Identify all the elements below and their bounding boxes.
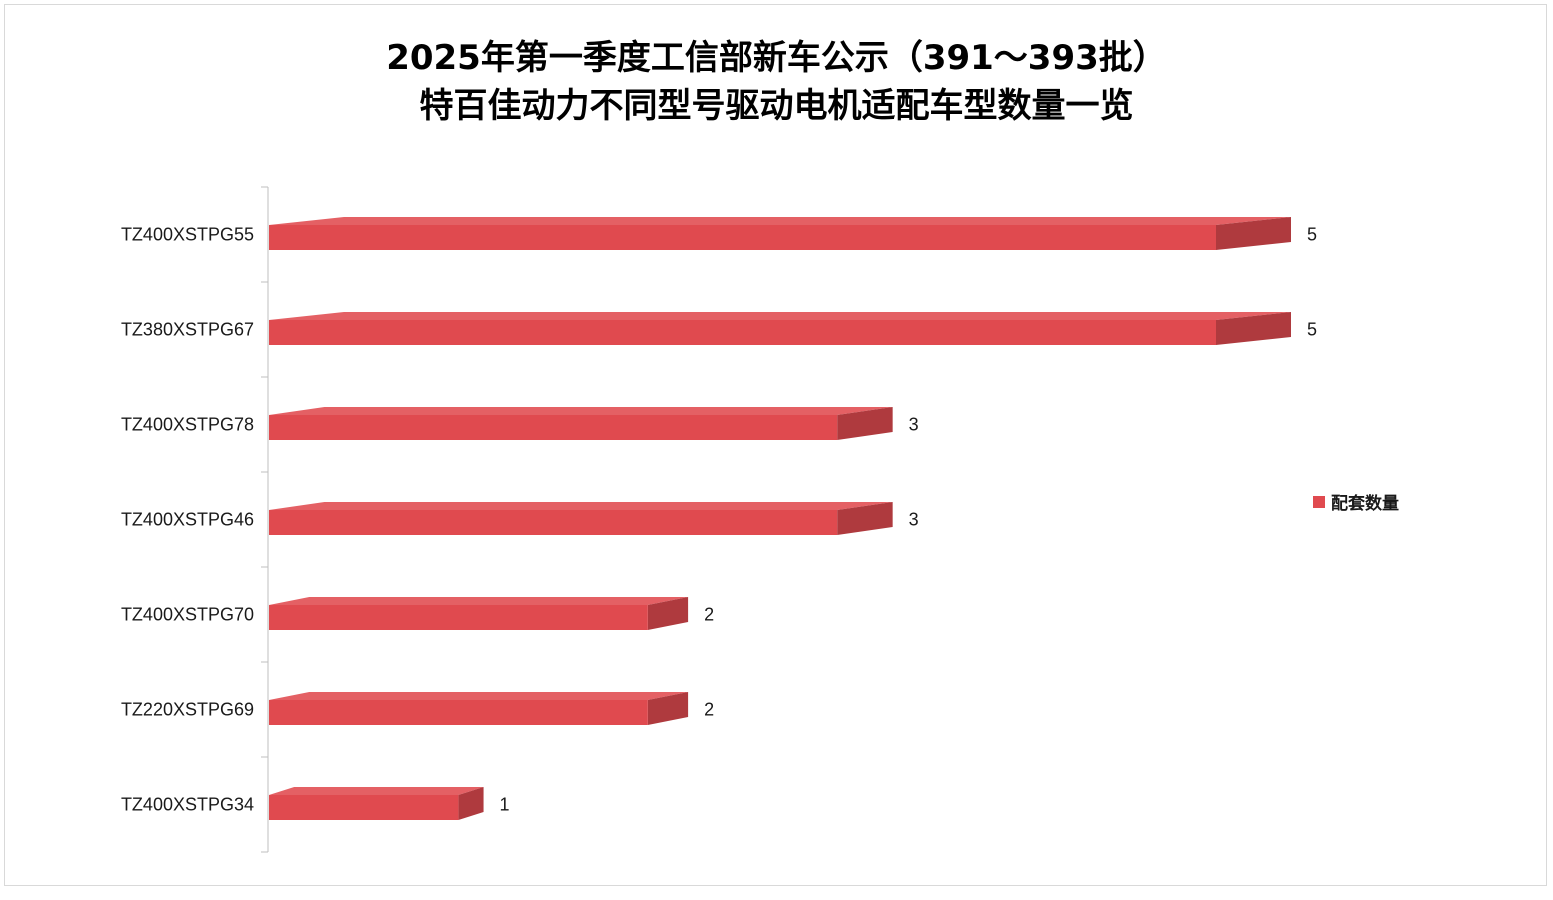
chart-title: 2025年第一季度工信部新车公示（391～393批） bbox=[386, 38, 1167, 78]
bar bbox=[269, 415, 838, 440]
chart-subtitle: 特百佳动力不同型号驱动电机适配车型数量一览 bbox=[419, 86, 1134, 126]
category-label: TZ400XSTPG34 bbox=[121, 795, 254, 815]
bar-side-face bbox=[647, 692, 689, 725]
category-label: TZ400XSTPG46 bbox=[121, 510, 254, 530]
bar-side-face bbox=[458, 787, 484, 820]
bar bbox=[269, 700, 648, 725]
bar-top-face bbox=[269, 502, 893, 510]
bar bbox=[269, 320, 1216, 345]
bar-top-face bbox=[269, 597, 689, 605]
data-label: 2 bbox=[704, 700, 714, 720]
legend-swatch bbox=[1313, 495, 1325, 508]
category-label: TZ400XSTPG55 bbox=[121, 225, 254, 245]
bar-top-face bbox=[269, 217, 1291, 225]
bar bbox=[269, 605, 648, 630]
bar-top-face bbox=[269, 312, 1291, 320]
data-label: 3 bbox=[909, 415, 919, 435]
data-label: 1 bbox=[500, 795, 510, 815]
bar bbox=[269, 795, 459, 820]
bar-top-face bbox=[269, 692, 689, 700]
bar-top-face bbox=[269, 787, 484, 795]
chart-legend: 配套数量 bbox=[1313, 489, 1399, 514]
bar-side-face bbox=[837, 502, 893, 535]
bar-side-face bbox=[1216, 312, 1291, 345]
bar-side-face bbox=[647, 597, 689, 630]
data-label: 5 bbox=[1307, 225, 1317, 245]
chart-frame bbox=[4, 4, 1547, 886]
bar bbox=[269, 510, 838, 535]
bar-top-face bbox=[269, 407, 893, 415]
legend-label: 配套数量 bbox=[1331, 494, 1399, 514]
category-label: TZ400XSTPG78 bbox=[121, 415, 254, 435]
category-label: TZ380XSTPG67 bbox=[121, 320, 254, 340]
bar bbox=[269, 225, 1216, 250]
bar-side-face bbox=[1216, 217, 1291, 250]
category-label: TZ400XSTPG70 bbox=[121, 605, 254, 625]
category-label: TZ220XSTPG69 bbox=[121, 700, 254, 720]
bar-side-face bbox=[837, 407, 893, 440]
data-label: 2 bbox=[704, 605, 714, 625]
data-label: 5 bbox=[1307, 320, 1317, 340]
data-label: 3 bbox=[909, 510, 919, 530]
